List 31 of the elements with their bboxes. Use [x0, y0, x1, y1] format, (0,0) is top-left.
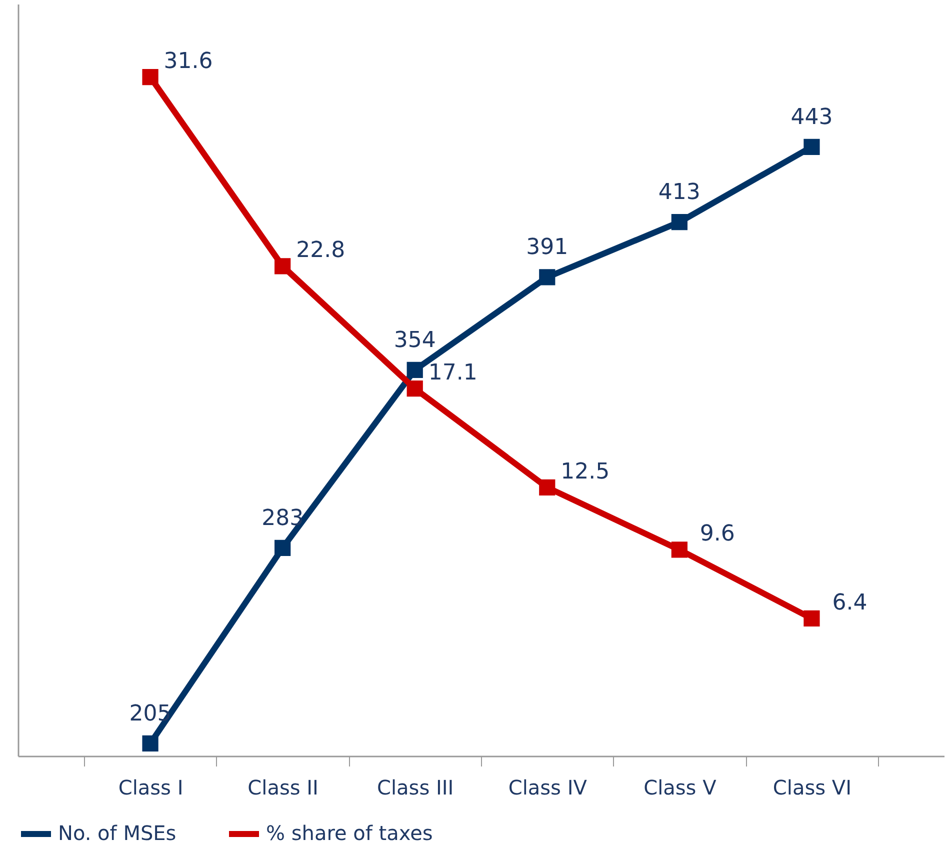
point — [274, 258, 291, 274]
point — [671, 214, 688, 230]
point — [804, 610, 820, 627]
point — [539, 479, 556, 496]
data-label: 443 — [790, 104, 833, 130]
data-label: 283 — [262, 506, 304, 531]
point — [142, 735, 158, 752]
x-tick-label: Class II — [248, 776, 318, 800]
point — [539, 269, 556, 286]
data-label: 9.6 — [700, 522, 735, 547]
data-label: 354 — [394, 328, 436, 353]
x-tick-label: Class I — [118, 776, 184, 800]
x-tick-label: Class III — [377, 776, 454, 800]
data-label: 413 — [658, 180, 700, 206]
x-tick-label: Class IV — [508, 776, 588, 800]
data-label: 6.4 — [832, 590, 868, 616]
legend-label: % share of taxes — [266, 821, 433, 845]
legend-label: No. of MSEs — [58, 821, 176, 845]
x-tick-label: Class VI — [772, 776, 852, 800]
data-label: 22.8 — [296, 238, 346, 264]
x-tick-label: Class V — [644, 776, 717, 800]
point — [406, 362, 423, 378]
point — [804, 138, 820, 155]
point — [142, 68, 158, 86]
data-label: 391 — [526, 235, 568, 260]
point — [406, 380, 423, 397]
point — [671, 542, 688, 558]
data-label: 12.5 — [560, 459, 610, 484]
point — [274, 540, 291, 556]
data-label: 31.6 — [164, 49, 213, 74]
data-label: 17.1 — [428, 360, 478, 386]
